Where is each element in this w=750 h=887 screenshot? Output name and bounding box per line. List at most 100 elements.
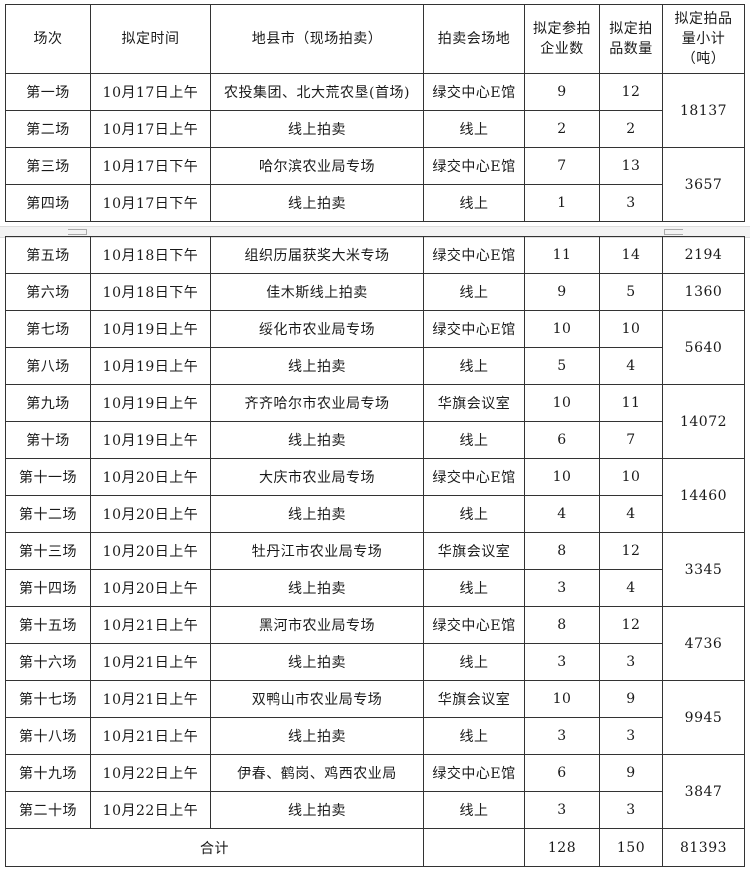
region-cell: 双鸭山市农业局专场: [210, 680, 424, 718]
header-region: 地县市（现场拍卖）: [210, 4, 424, 74]
items-cell: 7: [599, 421, 663, 459]
companies-cell: 3: [524, 643, 600, 681]
table-row: 第十六场 10月21日上午 线上拍卖 线上 3 3: [5, 643, 745, 681]
venue-cell: 华旗会议室: [423, 532, 525, 570]
companies-cell: 2: [524, 110, 600, 148]
session-cell: 第四场: [5, 184, 91, 222]
companies-cell: 10: [524, 458, 600, 496]
subtotal-tonnage-cell: 2194: [662, 236, 745, 274]
time-cell: 10月18日下午: [90, 273, 211, 311]
region-cell: 黑河市农业局专场: [210, 606, 424, 644]
total-companies: 128: [524, 828, 600, 867]
table-row: 第十八场 10月21日上午 线上拍卖 线上 3 3: [5, 717, 745, 755]
table-row: 第十九场 10月22日上午 伊春、鹤岗、鸡西农业局 绿交中心E馆 6 9 3847: [5, 754, 745, 829]
table-row: 第十一场 10月20日上午 大庆市农业局专场 绿交中心E馆 10 10 14460: [5, 458, 745, 533]
session-cell: 第十四场: [5, 569, 91, 607]
session-cell: 第十三场: [5, 532, 91, 570]
venue-cell: 绿交中心E馆: [423, 73, 525, 111]
items-cell: 12: [599, 73, 663, 111]
venue-cell: 线上: [423, 717, 525, 755]
session-cell: 第十五场: [5, 606, 91, 644]
time-cell: 10月17日下午: [90, 147, 211, 185]
session-cell: 第十八场: [5, 717, 91, 755]
region-cell: 牡丹江市农业局专场: [210, 532, 424, 570]
items-cell: 12: [599, 532, 663, 570]
companies-cell: 3: [524, 717, 600, 755]
venue-cell: 绿交中心E馆: [423, 606, 525, 644]
venue-cell: 华旗会议室: [423, 680, 525, 718]
header-session: 场次: [5, 4, 91, 74]
table-row: 第六场 10月18日下午 佳木斯线上拍卖 线上 9 5 1360: [5, 273, 745, 311]
table-row: 第九场 10月19日上午 齐齐哈尔市农业局专场 华旗会议室 10 11 14072: [5, 384, 745, 459]
header-tonnage: 拟定拍品量小计（吨）: [662, 4, 745, 74]
table-row: 第十三场 10月20日上午 牡丹江市农业局专场 华旗会议室 8 12 3345: [5, 532, 745, 607]
region-cell: 佳木斯线上拍卖: [210, 273, 424, 311]
table-row: 第一场 10月17日上午 农投集团、北大荒农垦(首场) 绿交中心E馆 9 12 18137: [5, 73, 745, 148]
companies-cell: 3: [524, 791, 600, 829]
table-row: 第十五场 10月21日上午 黑河市农业局专场 绿交中心E馆 8 12 4736: [5, 606, 745, 681]
subtotal-tonnage-cell: 14072: [662, 384, 745, 459]
items-cell: 5: [599, 273, 663, 311]
page-break-marker: [68, 229, 87, 235]
companies-cell: 9: [524, 73, 600, 111]
region-cell: 伊春、鹤岗、鸡西农业局: [210, 754, 424, 792]
session-cell: 第九场: [5, 384, 91, 422]
session-cell: 第十七场: [5, 680, 91, 718]
venue-cell: 线上: [423, 347, 525, 385]
items-cell: 11: [599, 384, 663, 422]
table-row: 第二十场 10月22日上午 线上拍卖 线上 3 3: [5, 791, 745, 829]
items-cell: 4: [599, 569, 663, 607]
items-cell: 10: [599, 310, 663, 348]
subtotal-tonnage-cell: 1360: [662, 273, 745, 311]
time-cell: 10月17日上午: [90, 110, 211, 148]
session-cell: 第八场: [5, 347, 91, 385]
companies-cell: 6: [524, 754, 600, 792]
session-cell: 第二十场: [5, 791, 91, 829]
total-venue: [423, 828, 525, 867]
time-cell: 10月20日上午: [90, 458, 211, 496]
header-companies: 拟定参拍企业数: [524, 4, 600, 74]
venue-cell: 线上: [423, 184, 525, 222]
time-cell: 10月20日上午: [90, 495, 211, 533]
time-cell: 10月19日上午: [90, 421, 211, 459]
header-items: 拟定拍品数量: [599, 4, 663, 74]
session-cell: 第二场: [5, 110, 91, 148]
time-cell: 10月21日上午: [90, 606, 211, 644]
companies-cell: 1: [524, 184, 600, 222]
time-cell: 10月19日上午: [90, 310, 211, 348]
region-cell: 线上拍卖: [210, 569, 424, 607]
subtotal-tonnage-cell: 18137: [662, 73, 745, 148]
companies-cell: 10: [524, 680, 600, 718]
total-tonnage: 81393: [662, 828, 745, 867]
session-cell: 第六场: [5, 273, 91, 311]
companies-cell: 4: [524, 495, 600, 533]
session-cell: 第三场: [5, 147, 91, 185]
time-cell: 10月21日上午: [90, 643, 211, 681]
table-row: 第五场 10月18日下午 组织历届获奖大米专场 绿交中心E馆 11 14 2194: [5, 236, 745, 274]
items-cell: 9: [599, 754, 663, 792]
subtotal-tonnage-cell: 3657: [662, 147, 745, 222]
venue-cell: 线上: [423, 110, 525, 148]
session-cell: 第十六场: [5, 643, 91, 681]
items-cell: 10: [599, 458, 663, 496]
companies-cell: 8: [524, 606, 600, 644]
session-cell: 第十二场: [5, 495, 91, 533]
time-cell: 10月18日下午: [90, 236, 211, 274]
table-row: 第三场 10月17日下午 哈尔滨农业局专场 绿交中心E馆 7 13 3657: [5, 147, 745, 222]
region-cell: 线上拍卖: [210, 421, 424, 459]
time-cell: 10月20日上午: [90, 532, 211, 570]
time-cell: 10月20日上午: [90, 569, 211, 607]
total-row: 合计 128 150 81393: [5, 828, 745, 867]
region-cell: 组织历届获奖大米专场: [210, 236, 424, 274]
subtotal-tonnage-cell: 14460: [662, 458, 745, 533]
header-venue: 拍卖会场地: [423, 4, 525, 74]
venue-cell: 线上: [423, 273, 525, 311]
items-cell: 3: [599, 791, 663, 829]
venue-cell: 线上: [423, 495, 525, 533]
page-break-marker: [664, 229, 683, 235]
venue-cell: 绿交中心E馆: [423, 754, 525, 792]
table-row: 第四场 10月17日下午 线上拍卖 线上 1 3: [5, 184, 745, 222]
auction-schedule-table-part1: 场次 拟定时间 地县市（现场拍卖） 拍卖会场地 拟定参拍企业数 拟定拍品数量 拟…: [5, 4, 745, 222]
session-cell: 第七场: [5, 310, 91, 348]
region-cell: 农投集团、北大荒农垦(首场): [210, 73, 424, 111]
